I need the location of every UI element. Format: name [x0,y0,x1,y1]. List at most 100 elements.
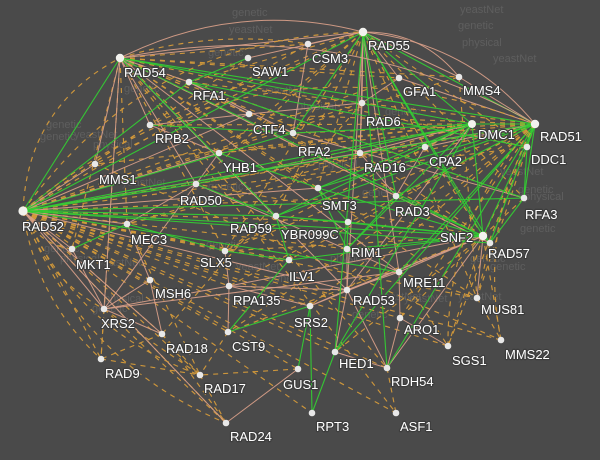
graph-node-sgs1[interactable] [444,342,452,350]
graph-arc-genetic [494,123,536,341]
graph-node-label-rpa135: RPA135 [233,293,280,308]
graph-node-csm3[interactable] [304,40,312,48]
graph-node-rpa135[interactable] [225,282,233,290]
graph-node-gfa1[interactable] [395,74,403,82]
graph-edge-genetic [161,102,363,335]
graph-node-label-mre11: MRE11 [403,275,445,290]
watermark-word: genetic [40,131,76,143]
graph-node-mms1[interactable] [91,160,99,168]
graph-edge-genetic [103,308,227,424]
graph-node-asf1[interactable] [392,409,400,417]
graph-node-snf2[interactable] [478,231,488,241]
graph-node-rad57[interactable] [486,239,494,247]
graph-node-ddc1[interactable] [523,143,531,151]
graph-node-rad53[interactable] [343,286,351,294]
graph-edge-genetic [195,31,364,185]
graph-node-ctf4[interactable] [245,110,253,118]
graph-node-rad50[interactable] [192,180,200,188]
graph-node-rad17[interactable] [196,371,204,379]
graph-node-yhb1[interactable] [215,149,223,157]
graph-edge-functional [471,123,484,237]
graph-node-rim1[interactable] [343,245,351,253]
graph-node-mre11[interactable] [395,268,403,276]
graph-edge-functional [346,235,484,250]
graph-node-rad9[interactable] [97,355,105,363]
graph-node-rdh54[interactable] [383,364,391,372]
watermark-word: genetic [490,261,526,273]
graph-edge-functional [22,123,473,212]
graph-node-mus81[interactable] [473,294,481,302]
graph-edge-physical [476,235,484,299]
watermark-word: physical [524,191,564,203]
graph-node-saw1[interactable] [244,54,252,62]
graph-edge-physical [346,289,388,369]
graph-edge-genetic [482,235,502,341]
graph-edge-physical [225,368,299,424]
watermark-word: genetic [470,253,506,265]
graph-node-rad3[interactable] [392,192,400,200]
graph-node-cpa2[interactable] [421,143,429,151]
graph-edge-physical [22,187,319,212]
graph-edge-functional [195,123,473,185]
graph-edge-functional [288,235,484,261]
graph-edge-genetic [119,57,361,154]
graph-edge-physical [149,279,163,335]
graph-edge-physical [94,57,121,165]
graph-node-slx5[interactable] [221,247,229,255]
graph-edge-genetic [22,210,313,414]
graph-node-mms4[interactable] [455,73,463,81]
graph-edge-genetic [346,123,536,291]
graph-node-rpb2[interactable] [146,121,154,129]
graph-node-rfa3[interactable] [520,194,528,202]
graph-node-xrs2[interactable] [100,305,108,313]
graph-node-mms22[interactable] [497,336,505,344]
graph-edge-functional [395,195,484,237]
graph-node-dmc1[interactable] [468,120,476,128]
graph-edge-genetic [22,146,528,212]
graph-edge-genetic [228,123,536,287]
arc-layer [22,19,536,424]
graph-edge-physical [334,289,348,353]
graph-node-msh6[interactable] [146,276,154,284]
graph-node-rad55[interactable] [358,27,368,37]
graph-node-aro1[interactable] [396,314,404,322]
graph-node-rfa2[interactable] [289,129,297,137]
graph-node-rad24[interactable] [222,419,230,427]
graph-arc-genetic [447,123,536,347]
graph-node-gus1[interactable] [294,365,302,373]
graph-node-rad6[interactable] [358,99,366,107]
graph-node-srs2[interactable] [306,302,314,310]
graph-node-label-slx5: SLX5 [200,255,232,270]
graph-edge-functional [275,123,473,217]
graph-node-smt3[interactable] [314,184,322,192]
graph-node-mkt1[interactable] [68,245,76,253]
graph-node-rad59[interactable] [272,212,280,220]
graph-node-rad51[interactable] [530,119,540,129]
graph-node-hed1[interactable] [331,348,339,356]
graph-node-rad54[interactable] [115,53,125,63]
graph-node-label-mms1: MMS1 [99,172,137,187]
node-layer[interactable] [18,27,540,427]
graph-node-rad52[interactable] [18,206,28,216]
graph-edge-physical [228,285,348,291]
graph-node-rpt3[interactable] [308,409,316,417]
graph-edge-functional [22,197,525,212]
graph-node-label-ilv1: ILV1 [289,269,315,284]
graph-node-ilv1[interactable] [285,256,293,264]
graph-node-rfa1[interactable] [185,78,193,86]
watermark-word: genetic [458,20,494,32]
graph-node-mec3[interactable] [123,220,131,228]
graph-edge-physical [334,351,388,369]
graph-node-ybr099c[interactable] [344,218,352,226]
graph-edge-functional [395,123,536,197]
graph-edge-genetic [22,210,502,341]
graph-edge-genetic [224,31,364,252]
graph-edge-physical [22,210,163,335]
graph-node-rad18[interactable] [158,330,166,338]
graph-node-rad16[interactable] [356,149,364,157]
graph-node-label-rfa1: RFA1 [193,88,226,103]
graph-node-cst9[interactable] [224,328,232,336]
graph-edge-genetic [119,57,460,78]
